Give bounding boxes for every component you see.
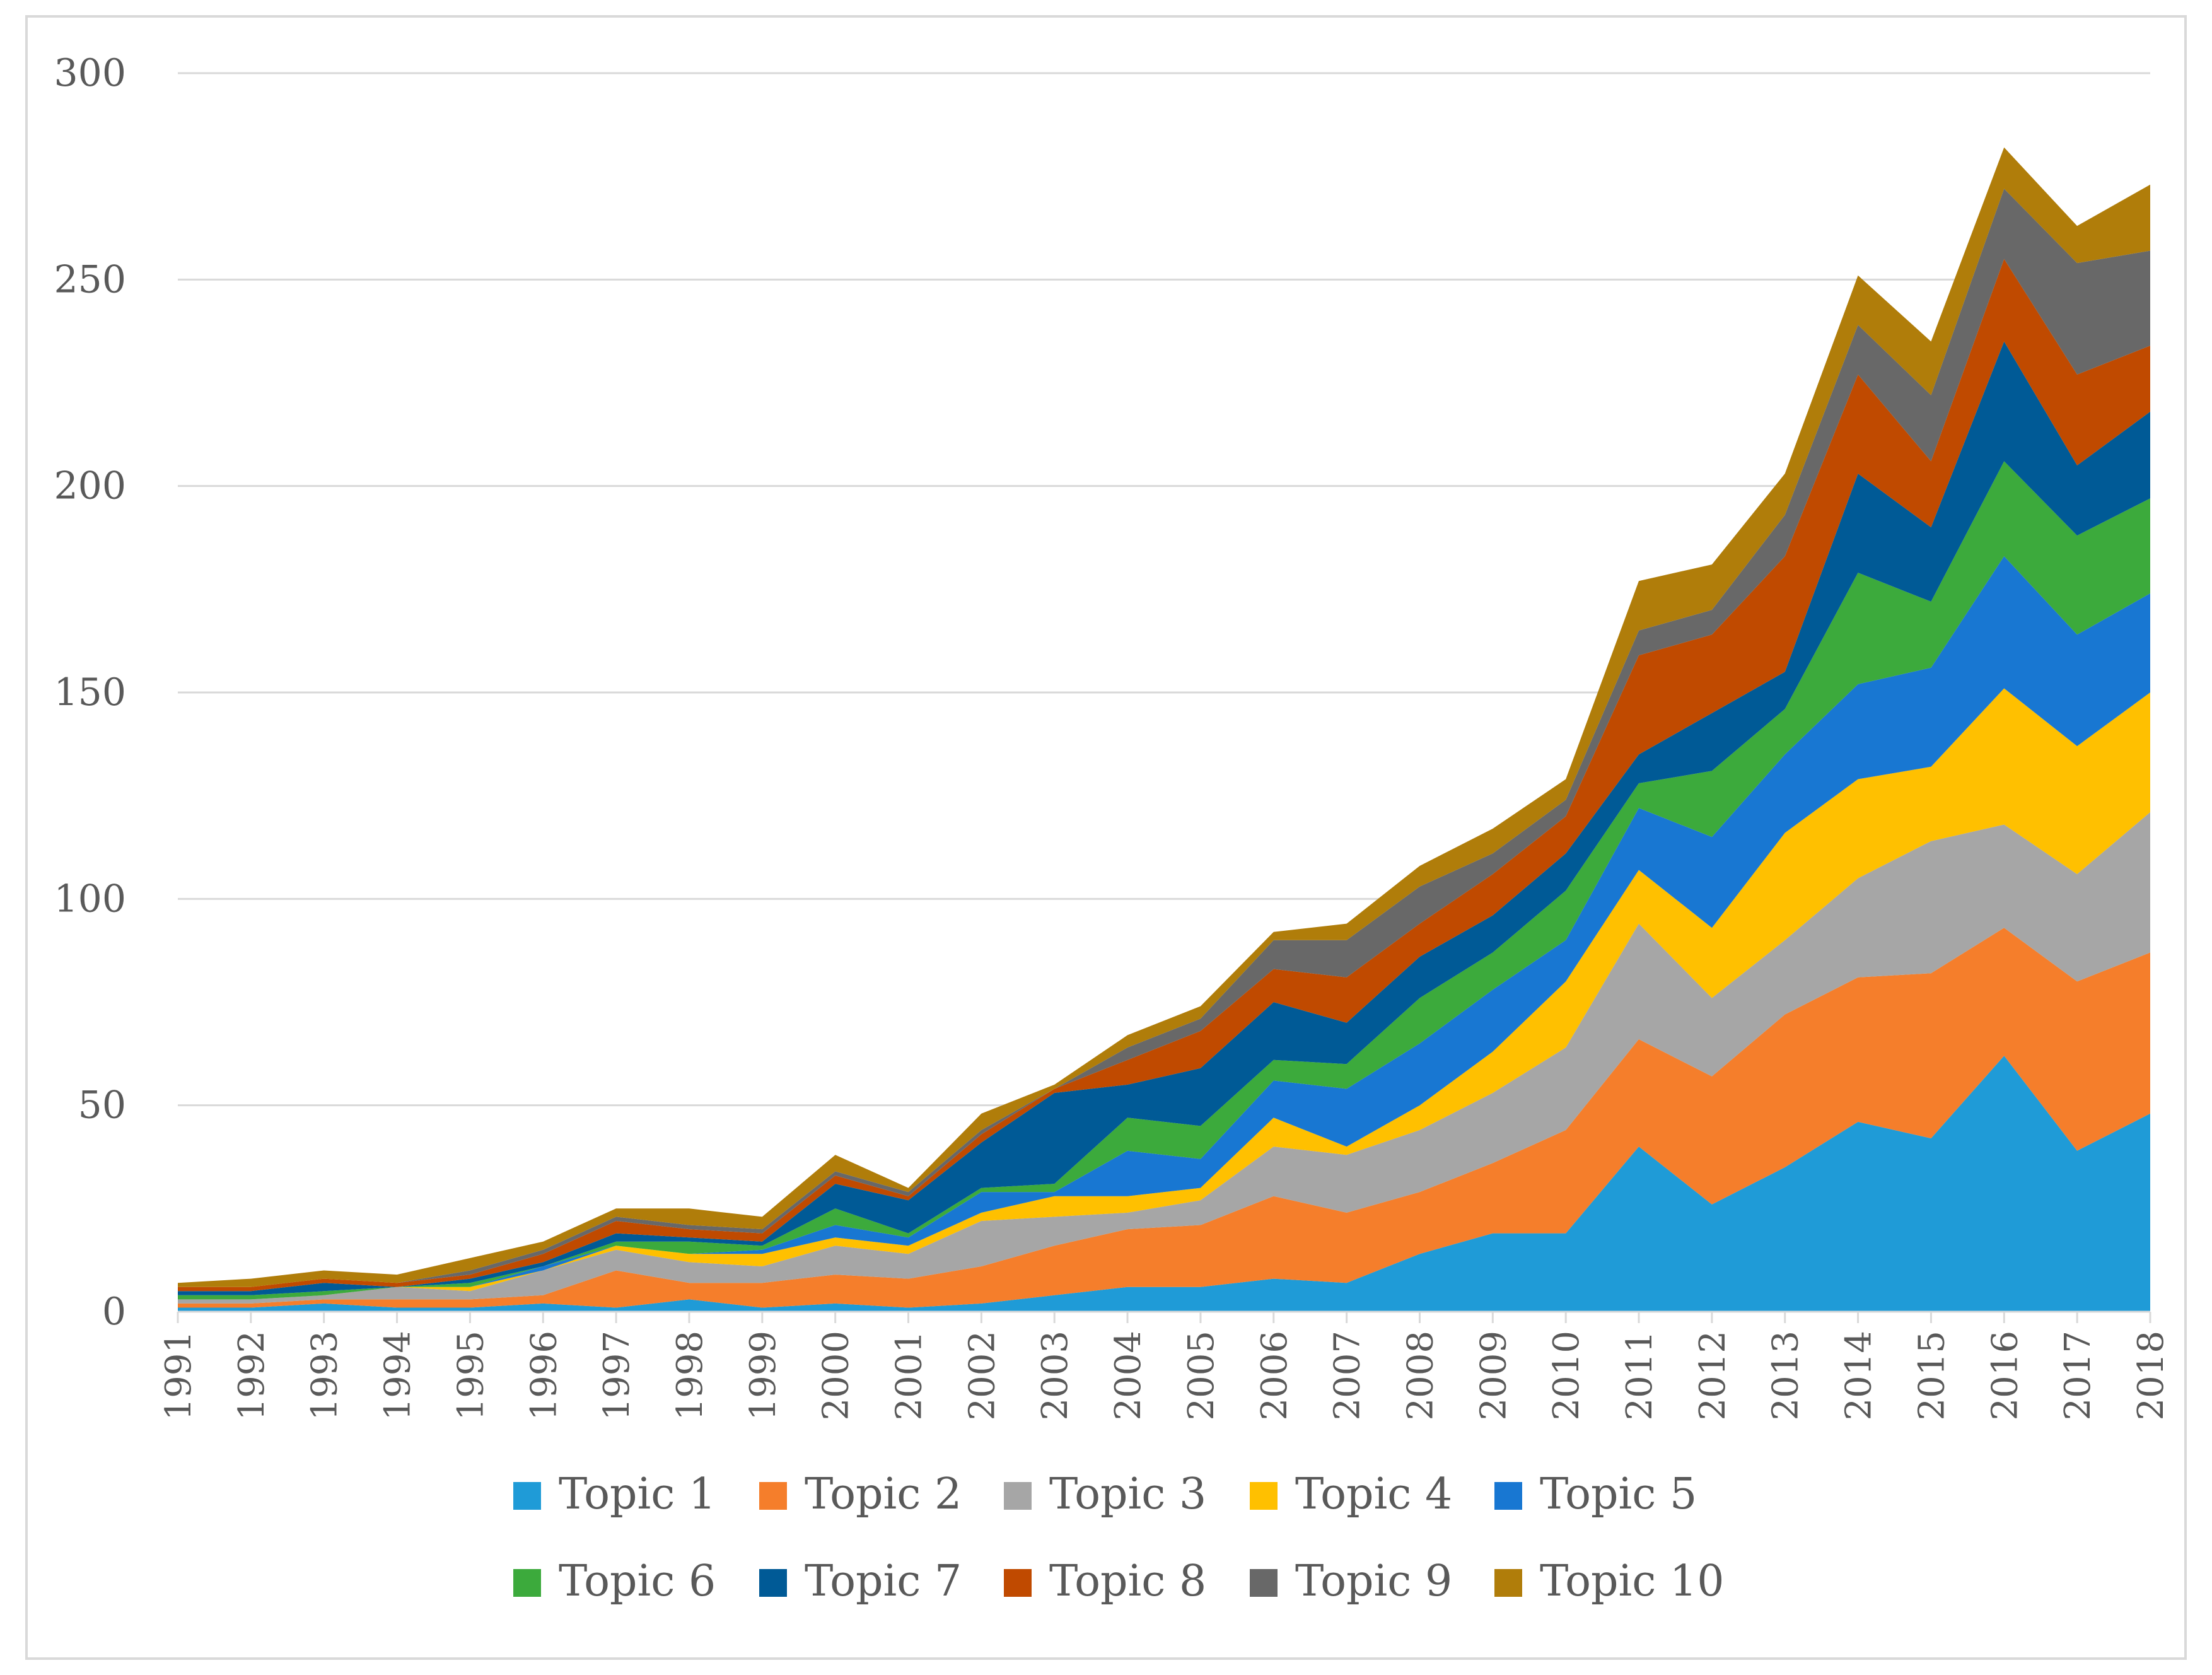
x-tick-label: 2007 (1327, 1331, 1368, 1421)
y-tick-label: 50 (78, 1083, 126, 1128)
x-tick-label: 2013 (1766, 1331, 1807, 1421)
legend-label-topic-8: Topic 8 (1049, 1556, 1206, 1606)
legend: Topic 1 Topic 2 Topic 3 Topic 4 Topic 5 Topic… (513, 1469, 1725, 1606)
axes (177, 1310, 2151, 1323)
area-series-topic-2 (178, 928, 2150, 1308)
x-tick-label: 2008 (1400, 1331, 1441, 1421)
legend-label-topic-7: Topic 7 (805, 1556, 962, 1606)
y-tick-label: 150 (54, 670, 126, 715)
legend-label-topic-2: Topic 2 (805, 1469, 962, 1519)
x-tick-label: 2016 (1984, 1331, 2025, 1421)
legend-swatch-topic-5 (1494, 1482, 1522, 1510)
x-tick-label: 1994 (378, 1331, 419, 1421)
legend-swatch-topic-9 (1250, 1569, 1278, 1597)
y-tick-label: 300 (54, 51, 126, 95)
x-axis-tick-labels: 1991 1992 1993 1994 1995 1996 1997 1998 1999 2000… (158, 1331, 2172, 1421)
y-axis-tick-labels: 0 50 100 150 200 250 300 (54, 51, 126, 1334)
y-tick-label: 200 (54, 464, 126, 508)
x-tick-label: 2011 (1619, 1331, 1660, 1421)
x-tick-label: 2003 (1035, 1331, 1076, 1421)
area-series (178, 147, 2150, 1312)
x-tick-label: 1999 (743, 1331, 784, 1421)
x-tick-label: 1995 (450, 1331, 491, 1421)
legend-label-topic-10: Topic 10 (1540, 1556, 1725, 1606)
legend-label-topic-5: Topic 5 (1540, 1469, 1697, 1519)
x-tick-label: 2014 (1839, 1331, 1880, 1421)
legend-swatch-topic-8 (1004, 1569, 1032, 1597)
area-series-topic-3 (178, 812, 2150, 1304)
legend-swatch-topic-7 (759, 1569, 787, 1597)
x-tick-label: 2006 (1254, 1331, 1295, 1421)
x-tick-label: 2012 (1692, 1331, 1733, 1421)
x-tick-label: 2004 (1108, 1331, 1149, 1421)
legend-swatch-topic-2 (759, 1482, 787, 1510)
x-tick-label: 2002 (962, 1331, 1003, 1421)
legend-swatch-topic-6 (513, 1569, 541, 1597)
y-tick-label: 0 (102, 1290, 126, 1334)
area-series-topic-7 (178, 341, 2150, 1295)
area-series-topic-1 (178, 1056, 2150, 1312)
y-tick-label: 100 (54, 877, 126, 921)
legend-label-topic-9: Topic 9 (1295, 1556, 1452, 1606)
x-tick-label: 1992 (231, 1331, 272, 1421)
legend-swatch-topic-1 (513, 1482, 541, 1510)
legend-swatch-topic-4 (1250, 1482, 1278, 1510)
x-tick-label: 2018 (2131, 1331, 2172, 1421)
x-tick-label: 1991 (158, 1331, 199, 1421)
legend-swatch-topic-3 (1004, 1482, 1032, 1510)
x-tick-label: 1993 (305, 1331, 346, 1421)
legend-label-topic-3: Topic 3 (1049, 1469, 1206, 1519)
y-tick-label: 250 (54, 257, 126, 301)
legend-swatch-topic-10 (1494, 1569, 1522, 1597)
x-tick-label: 2009 (1473, 1331, 1514, 1421)
x-tick-label: 2005 (1181, 1331, 1222, 1421)
x-tick-label: 2001 (889, 1331, 930, 1421)
x-tick-label: 2015 (1911, 1331, 1952, 1421)
legend-label-topic-4: Topic 4 (1295, 1469, 1452, 1519)
x-tick-label: 1998 (670, 1331, 711, 1421)
x-tick-label: 2000 (816, 1331, 857, 1421)
x-tick-label: 2017 (2058, 1331, 2098, 1421)
x-tick-label: 1997 (597, 1331, 637, 1421)
area-series-topic-4 (178, 688, 2150, 1300)
x-tick-label: 1996 (523, 1331, 564, 1421)
area-series-topic-6 (178, 461, 2150, 1300)
legend-label-topic-6: Topic 6 (559, 1556, 716, 1606)
x-tick-label: 2010 (1546, 1331, 1587, 1421)
legend-label-topic-1: Topic 1 (559, 1469, 716, 1519)
